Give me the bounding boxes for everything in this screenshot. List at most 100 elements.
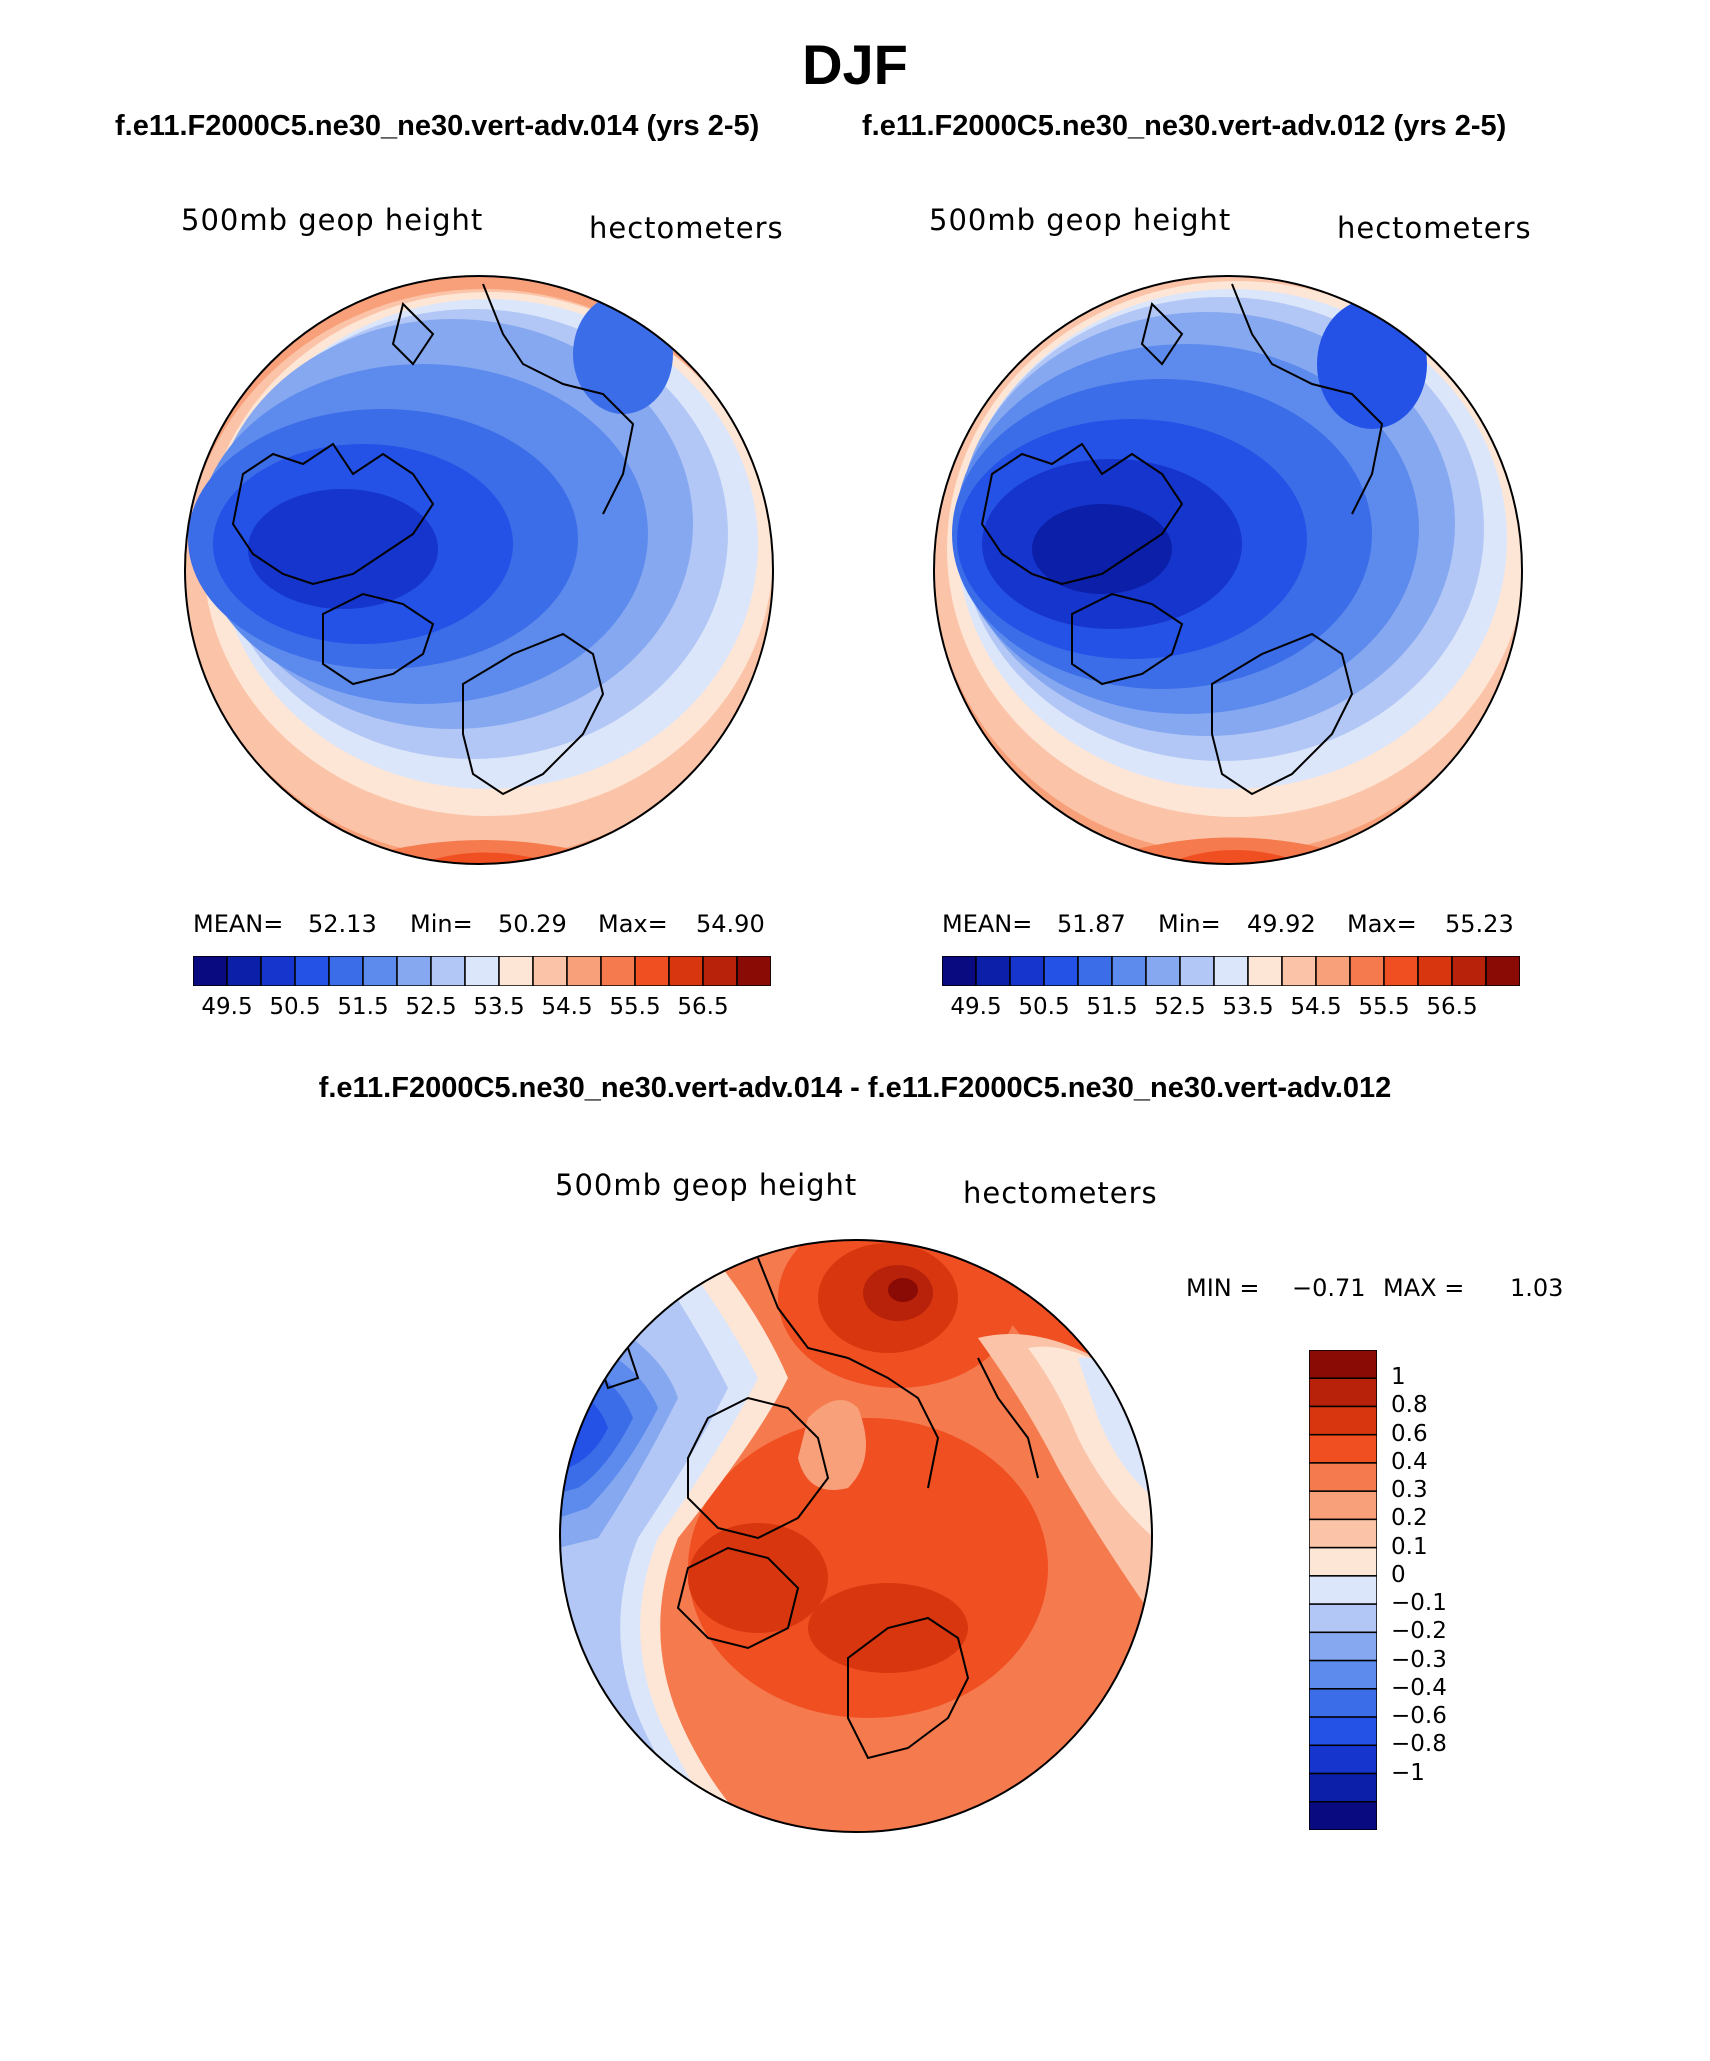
left-colorbar-box-5 bbox=[362, 956, 398, 986]
right-colorbar-tick-label: 49.5 bbox=[950, 994, 1002, 1020]
left-colorbar-box-7 bbox=[430, 956, 466, 986]
left-colorbar-box-4 bbox=[328, 956, 364, 986]
left-max-label: Max= bbox=[598, 910, 668, 938]
right-colorbar-box-6 bbox=[1145, 956, 1181, 986]
diff-colorbar-box-7 bbox=[1309, 1546, 1377, 1577]
diff-max-label: MAX = bbox=[1383, 1274, 1465, 1302]
right-max-value: 55.23 bbox=[1445, 910, 1514, 938]
diff-colorbar-tick-label: 1 bbox=[1391, 1364, 1406, 1391]
diff-colorbar-tick-label: −0.2 bbox=[1391, 1618, 1447, 1645]
diff-colorbar-box-16 bbox=[1309, 1801, 1377, 1830]
left-colorbar-tick-label: 54.5 bbox=[541, 994, 593, 1020]
left-colorbar-box-3 bbox=[294, 956, 330, 986]
left-colorbar-tick-label: 56.5 bbox=[677, 994, 729, 1020]
right-min-value: 49.92 bbox=[1247, 910, 1316, 938]
right-colorbar-box-16 bbox=[1485, 956, 1520, 986]
left-case-title: f.e11.F2000C5.ne30_ne30.vert-adv.014 (yr… bbox=[115, 110, 760, 142]
diff-colorbar-tick-label: 0.2 bbox=[1391, 1505, 1428, 1532]
right-colorbar-box-3 bbox=[1043, 956, 1079, 986]
diff-colorbar-tick-label: −0.1 bbox=[1391, 1590, 1447, 1617]
right-colorbar-box-0 bbox=[942, 956, 977, 986]
left-colorbar-tick-label: 50.5 bbox=[269, 994, 321, 1020]
right-colorbar bbox=[942, 956, 1520, 986]
diff-colorbar-tick-label: 0.8 bbox=[1391, 1392, 1428, 1419]
left-colorbar-tick-label: 51.5 bbox=[337, 994, 389, 1020]
diff-colorbar-tick-label: −1 bbox=[1391, 1759, 1425, 1786]
diff-colorbar-box-8 bbox=[1309, 1575, 1377, 1605]
left-units-label: hectometers bbox=[589, 211, 784, 245]
left-min-value: 50.29 bbox=[498, 910, 567, 938]
right-polar-map bbox=[933, 275, 1523, 865]
right-colorbar-box-15 bbox=[1451, 956, 1487, 986]
right-colorbar-box-2 bbox=[1009, 956, 1045, 986]
left-colorbar-tick-label: 53.5 bbox=[473, 994, 525, 1020]
right-field-label: 500mb geop height bbox=[929, 203, 1232, 237]
season-title: DJF bbox=[802, 33, 908, 96]
diff-colorbar-box-1 bbox=[1309, 1377, 1377, 1408]
right-colorbar-tick-label: 55.5 bbox=[1358, 994, 1410, 1020]
right-mean-label: MEAN= bbox=[942, 910, 1033, 938]
right-colorbar-tick-label: 52.5 bbox=[1154, 994, 1206, 1020]
right-colorbar-box-10 bbox=[1281, 956, 1317, 986]
left-colorbar-box-16 bbox=[736, 956, 771, 986]
right-colorbar-box-5 bbox=[1111, 956, 1147, 986]
right-mean-value: 51.87 bbox=[1057, 910, 1126, 938]
diff-colorbar-box-13 bbox=[1309, 1716, 1377, 1747]
diff-colorbar-tick-label: −0.8 bbox=[1391, 1731, 1447, 1758]
right-colorbar-box-14 bbox=[1417, 956, 1453, 986]
diff-colorbar-tick-label: 0.4 bbox=[1391, 1448, 1428, 1475]
right-colorbar-tick-label: 51.5 bbox=[1086, 994, 1138, 1020]
left-field-label: 500mb geop height bbox=[181, 203, 484, 237]
diff-colorbar-tick-label: 0.3 bbox=[1391, 1477, 1428, 1504]
diff-min-label: MIN = bbox=[1186, 1274, 1260, 1302]
right-colorbar-box-1 bbox=[975, 956, 1011, 986]
diff-colorbar-box-2 bbox=[1309, 1405, 1377, 1436]
left-colorbar-box-13 bbox=[634, 956, 670, 986]
left-colorbar-box-8 bbox=[464, 956, 500, 986]
left-colorbar-box-9 bbox=[498, 956, 534, 986]
diff-colorbar-tick-label: 0.1 bbox=[1391, 1533, 1428, 1560]
left-colorbar-box-1 bbox=[226, 956, 262, 986]
left-colorbar-box-10 bbox=[532, 956, 568, 986]
right-colorbar-box-7 bbox=[1179, 956, 1215, 986]
left-colorbar-tick-label: 55.5 bbox=[609, 994, 661, 1020]
diff-colorbar-box-5 bbox=[1309, 1490, 1377, 1521]
diff-colorbar-tick-label: −0.3 bbox=[1391, 1646, 1447, 1673]
left-colorbar-tick-label: 49.5 bbox=[201, 994, 253, 1020]
diff-colorbar-box-14 bbox=[1309, 1744, 1377, 1775]
left-colorbar-box-15 bbox=[702, 956, 738, 986]
diff-colorbar-box-12 bbox=[1309, 1688, 1377, 1718]
diff-colorbar-box-4 bbox=[1309, 1462, 1377, 1492]
right-colorbar-tick-label: 50.5 bbox=[1018, 994, 1070, 1020]
left-mean-value: 52.13 bbox=[308, 910, 377, 938]
diff-field-label: 500mb geop height bbox=[555, 1168, 858, 1202]
right-min-label: Min= bbox=[1158, 910, 1221, 938]
right-case-title: f.e11.F2000C5.ne30_ne30.vert-adv.012 (yr… bbox=[862, 110, 1507, 142]
diff-colorbar-box-10 bbox=[1309, 1631, 1377, 1662]
diff-colorbar-tick-label: −0.6 bbox=[1391, 1703, 1447, 1730]
left-colorbar-box-11 bbox=[566, 956, 602, 986]
diff-colorbar-tick-label: 0 bbox=[1391, 1561, 1406, 1588]
diff-colorbar-box-9 bbox=[1309, 1603, 1377, 1634]
left-colorbar-box-14 bbox=[668, 956, 704, 986]
diff-colorbar-box-11 bbox=[1309, 1659, 1377, 1690]
right-colorbar-tick-label: 56.5 bbox=[1426, 994, 1478, 1020]
diff-colorbar-tick-label: −0.4 bbox=[1391, 1674, 1447, 1701]
left-colorbar bbox=[193, 956, 771, 986]
diff-max-value: 1.03 bbox=[1510, 1274, 1564, 1302]
right-max-label: Max= bbox=[1347, 910, 1417, 938]
left-colorbar-box-12 bbox=[600, 956, 636, 986]
diff-colorbar-box-6 bbox=[1309, 1518, 1377, 1549]
right-colorbar-box-12 bbox=[1349, 956, 1385, 986]
difference-polar-map bbox=[559, 1239, 1153, 1833]
left-polar-map bbox=[184, 275, 774, 865]
right-colorbar-box-11 bbox=[1315, 956, 1351, 986]
left-min-label: Min= bbox=[410, 910, 473, 938]
diff-colorbar-box-3 bbox=[1309, 1433, 1377, 1464]
left-colorbar-box-2 bbox=[260, 956, 296, 986]
difference-title: f.e11.F2000C5.ne30_ne30.vert-adv.014 - f… bbox=[318, 1072, 1392, 1104]
diff-units-label: hectometers bbox=[963, 1176, 1158, 1210]
left-colorbar-tick-label: 52.5 bbox=[405, 994, 457, 1020]
right-colorbar-tick-label: 53.5 bbox=[1222, 994, 1274, 1020]
diff-colorbar-box-15 bbox=[1309, 1772, 1377, 1803]
